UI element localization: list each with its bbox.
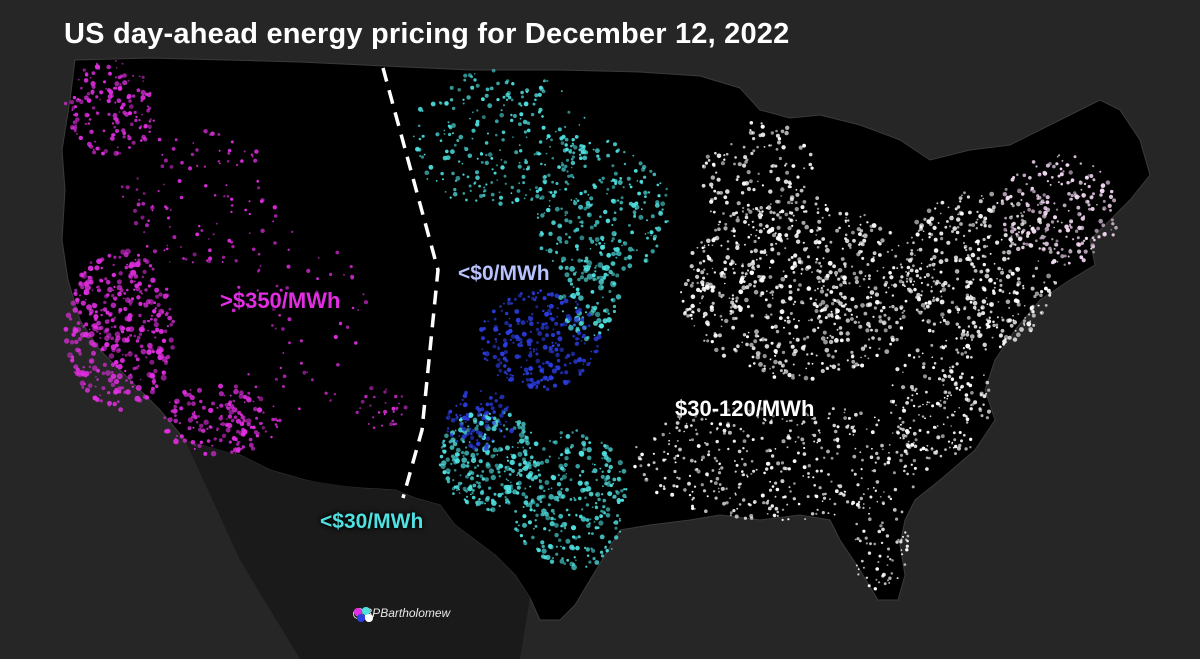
author-credit: @BPBartholomew [352,606,451,622]
label-low-price: <$30/MWh [320,510,424,533]
author-logo-icon-right [354,607,373,622]
mexico-land [185,440,530,659]
label-high-price: >$350/MWh [220,288,341,313]
author-handle: @BPBartholomew [352,606,451,620]
label-mid-price: $30-120/MWh [675,396,815,421]
divider-line [381,67,440,499]
label-negative-price: <$0/MWh [458,262,550,285]
us-landmass [61,57,1151,621]
map-title: US day-ahead energy pricing for December… [64,18,790,50]
price-node-dots [63,60,1118,591]
